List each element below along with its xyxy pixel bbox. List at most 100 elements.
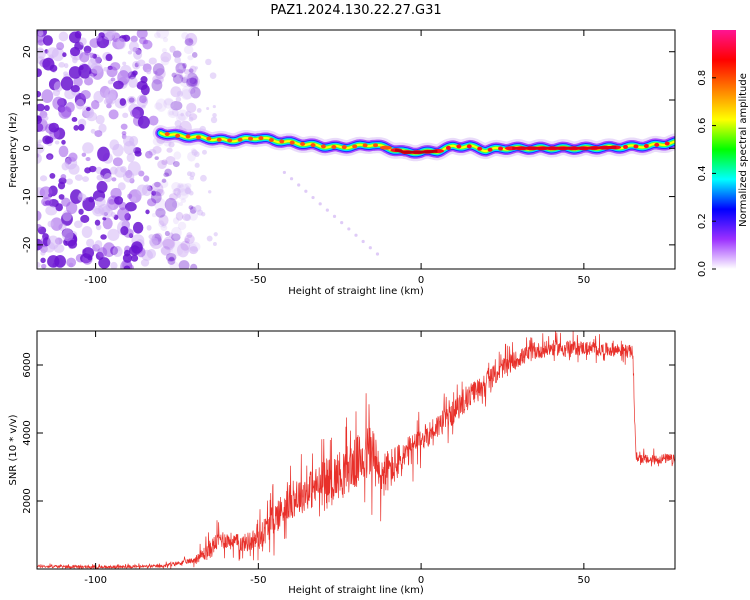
noise-blob: [137, 115, 150, 129]
noise-blob: [178, 260, 190, 269]
noise-blob: [145, 150, 153, 159]
noise-blob: [52, 89, 61, 97]
noise-blob: [90, 128, 96, 134]
noise-blob: [49, 173, 56, 179]
noise-blob: [78, 123, 85, 131]
noise-blob: [184, 38, 194, 46]
noise-blob: [122, 253, 133, 263]
noise-blob: [179, 74, 184, 79]
noise-blob: [354, 233, 358, 237]
noise-blob: [164, 197, 178, 212]
noise-blob: [181, 85, 195, 100]
y-tick-label: 2000: [22, 488, 33, 513]
noise-blob: [187, 55, 194, 61]
ridge-peak: [289, 140, 295, 145]
noise-blob: [180, 240, 191, 251]
x-tick-label: 50: [577, 575, 590, 586]
noise-blob: [152, 63, 165, 76]
ridge-peak: [248, 136, 254, 141]
noise-blob: [188, 87, 196, 94]
noise-blob: [110, 261, 118, 269]
noise-blob: [188, 37, 194, 43]
noise-blob: [185, 110, 192, 117]
noise-blob: [85, 156, 91, 162]
noise-blob: [171, 200, 180, 209]
noise-blob: [122, 61, 127, 66]
noise-blob: [140, 76, 148, 84]
snr-x-label: Height of straight line (km): [288, 585, 424, 596]
ridge-peak: [362, 143, 368, 148]
x-tick-label: 50: [577, 275, 590, 286]
noise-blob: [95, 114, 105, 125]
ridge-peak: [310, 143, 316, 148]
noise-blob: [60, 76, 74, 91]
noise-blob: [155, 98, 167, 112]
colorbar-tick-label: 0.4: [697, 165, 708, 181]
noise-blob: [169, 261, 180, 269]
colorbar: 0.0 0.2 0.4 0.6 0.8 Normalized spectral ampl…: [697, 30, 749, 277]
noise-blob: [81, 152, 87, 157]
noise-blob: [111, 177, 117, 182]
noise-blob: [37, 115, 42, 124]
noise-blob: [189, 175, 195, 181]
noise-blob: [86, 238, 95, 248]
noise-blob: [120, 123, 128, 130]
noise-blob: [196, 107, 202, 113]
noise-blob: [123, 140, 136, 155]
noise-blob: [361, 239, 365, 244]
noise-blob: [179, 65, 184, 70]
noise-blob: [146, 248, 157, 259]
noise-blob: [78, 65, 84, 71]
noise-blob: [163, 98, 175, 109]
noise-blob: [122, 112, 129, 119]
noise-blob: [159, 180, 169, 188]
noise-blob: [68, 152, 78, 162]
noise-blob: [42, 115, 49, 122]
ridge-peak: [623, 144, 629, 149]
x-tick-label: 0: [418, 575, 424, 586]
ridge-peak: [664, 141, 670, 146]
noise-blob: [188, 209, 199, 221]
y-tick-label: 6000: [22, 352, 33, 377]
noise-blob: [108, 109, 119, 120]
noise-blob: [183, 68, 191, 75]
noise-blob: [41, 263, 47, 269]
noise-blob: [37, 90, 42, 98]
noise-blob: [130, 196, 137, 202]
ridge-peak: [498, 146, 504, 151]
noise-blob: [123, 265, 131, 269]
noise-blob: [112, 157, 123, 167]
noise-blob: [71, 117, 78, 122]
noise-blob: [160, 244, 173, 256]
noise-blob: [165, 155, 176, 165]
noise-blob: [98, 257, 111, 269]
noise-blob: [82, 197, 96, 212]
noise-blob: [78, 192, 84, 198]
noise-blob: [42, 57, 55, 71]
noise-blob: [66, 178, 73, 185]
noise-blob: [181, 32, 189, 40]
ridge-peak: [185, 134, 191, 139]
noise-blob: [172, 217, 180, 225]
noise-blob: [58, 31, 69, 42]
noise-blob: [185, 32, 198, 47]
spectrogram-y-ticks: -20 -10 0 10 20: [22, 45, 675, 253]
noise-blob: [162, 236, 176, 251]
spectrogram-x-label: Height of straight line (km): [288, 286, 424, 297]
noise-blob: [175, 192, 181, 198]
snr-y-ticks: 2000 4000 6000: [22, 352, 675, 514]
noise-blob: [105, 53, 113, 62]
noise-blob: [153, 188, 161, 196]
noise-blob: [171, 233, 181, 242]
noise-blob: [325, 208, 329, 212]
noise-blob: [41, 89, 54, 103]
noise-blob: [83, 77, 94, 86]
noise-blob: [98, 123, 107, 133]
noise-blob: [107, 228, 120, 241]
noise-blob: [39, 186, 53, 199]
y-tick-label: 4000: [22, 420, 33, 445]
noise-blob: [89, 52, 95, 59]
noise-blob: [171, 182, 181, 192]
noise-blob: [181, 89, 192, 100]
colorbar-tick-label: 0.6: [697, 118, 708, 134]
